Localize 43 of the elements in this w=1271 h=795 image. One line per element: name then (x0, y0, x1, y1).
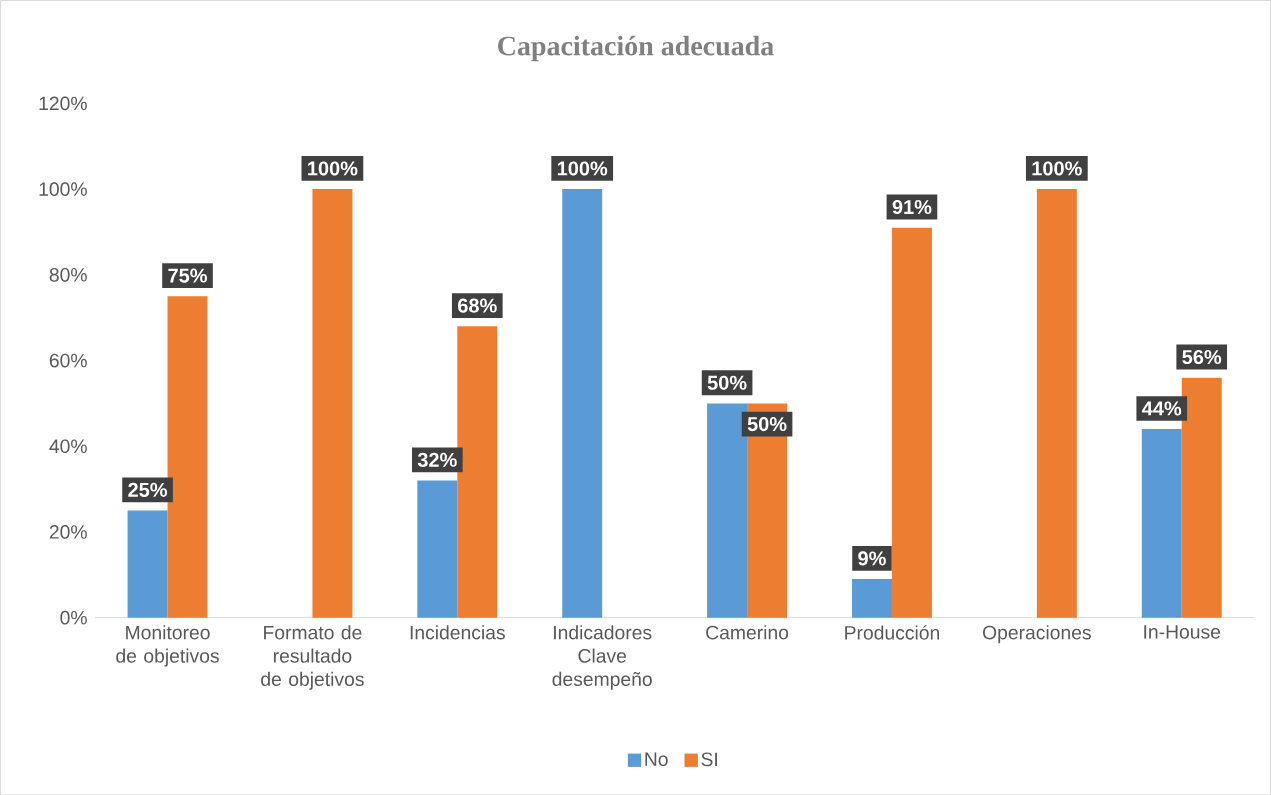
data-label: 75% (168, 268, 207, 283)
y-tick-label: 120% (39, 96, 87, 111)
x-tick-label: In-House (1144, 625, 1221, 639)
bar (562, 188, 603, 618)
x-tick-label: Operaciones (983, 625, 1091, 644)
chart-title: Capacitación adecuada (498, 35, 774, 61)
bar (312, 188, 353, 618)
y-tick-label: 20% (49, 524, 87, 539)
bar (891, 227, 932, 618)
y-tick-label: 60% (49, 353, 87, 368)
x-tick-label: Incidencias (410, 625, 505, 640)
y-tick-label: 0% (60, 610, 87, 625)
y-tick-label: 40% (49, 439, 87, 453)
data-label: 100% (308, 161, 358, 176)
data-label: 25% (128, 482, 168, 497)
bar (127, 510, 168, 618)
bar (707, 403, 748, 618)
data-label: 91% (892, 199, 932, 214)
data-label: 32% (417, 452, 457, 467)
x-tick-label: Monitoreo de objetivos (116, 625, 219, 667)
data-label: 56% (1182, 349, 1222, 364)
bar (1181, 377, 1222, 618)
data-label: 100% (1032, 161, 1082, 176)
data-label: 100% (557, 161, 608, 176)
x-tick-label: Formato de resultado de objetivos (261, 625, 364, 690)
bar (457, 326, 498, 618)
bar (1141, 428, 1182, 618)
data-label: 9% (858, 551, 886, 566)
legend-label: No (645, 752, 668, 766)
x-tick-label: Camerino (706, 625, 789, 640)
x-tick-label: Producción (845, 625, 940, 640)
x-tick-label: Indicadores Clave desempeño (552, 625, 652, 690)
bar (851, 578, 892, 618)
bar (1036, 188, 1077, 618)
data-label: 50% (707, 375, 747, 390)
data-label: 44% (1142, 401, 1182, 416)
data-label: 50% (747, 416, 787, 431)
bar (167, 296, 208, 618)
legend-label: SI (701, 752, 717, 766)
y-tick-label: 80% (49, 267, 87, 282)
bar (417, 480, 458, 618)
data-label: 68% (458, 298, 497, 313)
y-tick-label: 100% (39, 182, 87, 196)
